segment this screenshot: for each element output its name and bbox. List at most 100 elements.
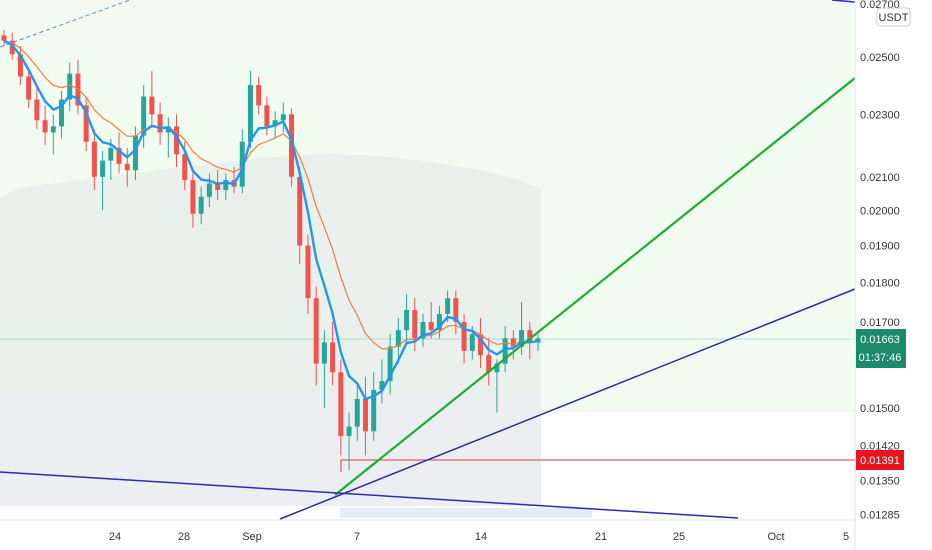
candle	[247, 70, 253, 148]
x-tick-label: 28	[178, 531, 190, 543]
candle-body	[149, 96, 155, 115]
candle	[371, 372, 377, 441]
candle-body	[321, 342, 327, 364]
candle-body	[297, 176, 303, 246]
x-tick-label: 7	[354, 531, 360, 543]
candle-body	[174, 126, 180, 155]
candle-body	[190, 180, 196, 214]
y-axis[interactable]: 0.02700 0.02500 0.02300 0.02100 0.02000 0.019…	[854, 0, 932, 550]
candle	[1, 30, 7, 47]
candles-layer	[1, 30, 541, 471]
candle-body	[182, 154, 188, 181]
candle	[206, 173, 212, 207]
countdown-label: 01:37:46	[859, 352, 902, 364]
candle	[59, 90, 65, 139]
y-tick-label: 0.02300	[860, 109, 900, 121]
candle-body	[157, 114, 163, 133]
top-right-blue-line	[831, 0, 856, 3]
candle-body	[116, 147, 122, 164]
candle-body	[198, 196, 204, 214]
y-tick-label: 0.02000	[860, 205, 900, 217]
candle-body	[362, 398, 368, 432]
candle	[362, 376, 368, 456]
candle-body	[1, 35, 7, 41]
candle-body	[108, 147, 114, 161]
candle-body	[453, 298, 459, 322]
currency-badge[interactable]	[876, 7, 911, 27]
candle-body	[436, 313, 442, 331]
time-range-highlight	[340, 508, 592, 518]
candle-body	[67, 73, 73, 100]
candle	[50, 114, 56, 155]
candle	[461, 313, 467, 364]
candle-body	[206, 183, 212, 197]
ema-fast-line	[3, 39, 539, 401]
candle	[494, 359, 500, 413]
blue-descending-trendline	[0, 471, 739, 519]
x-tick-label: Sep	[242, 531, 262, 543]
green-trendline	[334, 77, 856, 496]
x-tick-label: 21	[595, 531, 607, 543]
y-tick-label: 0.01900	[860, 241, 900, 253]
candle-body	[527, 330, 533, 343]
x-axis[interactable]: 24 28 Sep 7 14 21 25 Oct 5	[0, 519, 855, 543]
candle-body	[165, 126, 171, 133]
candle	[453, 290, 459, 335]
candle-body	[26, 76, 32, 100]
y-tick-label: 0.01800	[860, 278, 900, 290]
candle-body	[395, 330, 401, 347]
candle-body	[469, 334, 475, 351]
candle	[313, 286, 319, 386]
candle-body	[346, 426, 352, 437]
candle-body	[371, 389, 377, 432]
candle	[141, 85, 147, 148]
candle	[346, 412, 352, 471]
candle	[223, 173, 229, 201]
candle	[305, 234, 311, 314]
candle-body	[461, 321, 467, 351]
candle	[215, 170, 221, 201]
candle-body	[305, 245, 311, 299]
candle-body	[91, 141, 97, 177]
candle-body	[477, 334, 483, 356]
candle	[436, 306, 442, 339]
candle-body	[83, 105, 89, 142]
last-price-label: 0.01663	[860, 334, 900, 346]
candle-body	[428, 321, 434, 331]
ema-slow-line	[3, 40, 539, 350]
candle-body	[239, 141, 245, 187]
candle	[149, 70, 155, 127]
candle-body	[510, 338, 516, 347]
last-price-box	[856, 329, 906, 368]
candle	[330, 321, 336, 386]
candle	[280, 102, 286, 133]
candle-body	[215, 183, 221, 191]
candle-body	[124, 163, 130, 171]
candle	[404, 294, 410, 343]
y-tick-label: 0.02700	[860, 0, 900, 11]
candle	[338, 359, 344, 456]
candle	[420, 313, 426, 347]
y-tick-label: 0.01350	[860, 475, 900, 487]
candle-body	[445, 298, 451, 314]
candle	[91, 129, 97, 191]
candle	[395, 317, 401, 364]
candle	[387, 334, 393, 395]
candle-body	[486, 355, 492, 373]
candle	[75, 59, 81, 115]
candle	[42, 105, 48, 145]
candle-body	[42, 120, 48, 133]
candle-body	[313, 298, 319, 364]
x-tick-label: 24	[109, 531, 121, 543]
candle-body	[100, 160, 106, 177]
candle	[26, 68, 32, 109]
y-tick-label: 0.02500	[860, 52, 900, 64]
candle	[535, 334, 541, 351]
candle-body	[247, 85, 253, 142]
candle	[289, 108, 295, 187]
candle	[165, 117, 171, 158]
candle-body	[264, 105, 270, 127]
candle	[297, 167, 303, 264]
y-tick-label: 0.01700	[860, 317, 900, 329]
